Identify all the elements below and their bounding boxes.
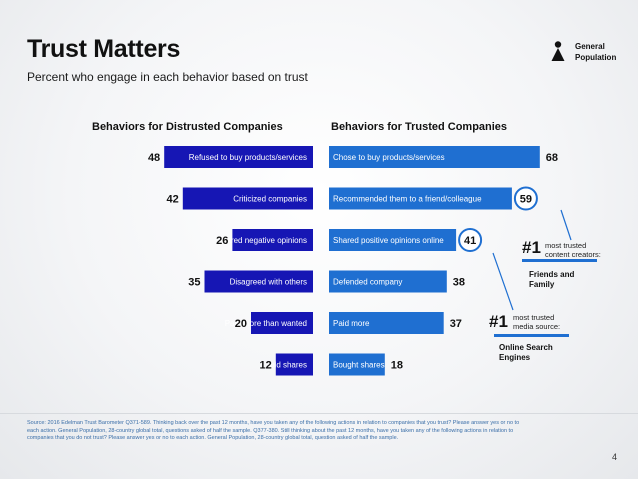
distrusted-bar [232,229,313,251]
distrusted-bar [251,312,313,334]
footer-divider [0,413,638,414]
trusted-value-label: 68 [546,152,558,164]
trusted-bar [329,146,540,168]
legend-label-line1: General [575,42,605,51]
trusted-bar [329,187,512,210]
callout-1-text-line2: content creators: [545,250,601,259]
distrusted-bar-label: Refused to buy products/services [189,153,307,162]
trusted-value-label: 38 [453,277,465,289]
source-note: Source: 2016 Edelman Trust Barometer Q37… [27,420,520,441]
callout-2-underline [494,334,569,337]
person-icon [551,41,565,61]
distrusted-bar [275,353,313,376]
distrusted-value-label: 12 [260,360,272,372]
trusted-bar [329,229,457,251]
connector-line-1 [560,209,572,241]
trusted-bar-label: Defended company [333,278,402,287]
distrusted-bar [164,146,313,168]
trusted-bar-label: Shared positive opinions online [333,236,444,245]
callout-1-rank: #1 [522,238,541,257]
trusted-value-label: 18 [391,360,403,372]
callout-2-text-line2: media source: [513,322,561,331]
callout-1-text-line1: most trusted [545,241,587,250]
highlight-circle [458,228,483,252]
distrusted-heading: Behaviors for Distrusted Companies [92,121,283,133]
legend-label-line2: Population [575,53,617,62]
highlight-circle [513,186,538,211]
callout-1-underline [522,259,597,262]
trusted-bar-label: Recommended them to a friend/colleague [333,195,482,204]
callout-2-label-line1: Online Search [499,343,553,352]
callout-2-rank: #1 [489,312,508,331]
distrusted-value-label: 26 [216,235,228,247]
trusted-bar-label: Bought shares [333,361,385,370]
distrusted-value-label: 20 [235,318,247,330]
trusted-bar [329,353,385,376]
trusted-bar [329,270,447,293]
distrusted-bar [182,187,313,210]
callout-2-text-line1: most trusted [513,313,555,322]
callout-1-label: Friends and Family [529,270,574,290]
trusted-heading: Behaviors for Trusted Companies [331,121,508,133]
callout-2-label-line2: Engines [499,353,531,362]
butterfly-bar-chart: Refused to buy products/services 48 Critic… [148,146,572,376]
trusted-value-label: 37 [450,318,462,330]
distrusted-value-label: 35 [188,277,200,289]
trusted-value-label: 41 [464,235,476,247]
callout-2-text: most trusted media source: [513,313,583,331]
callout-2-label: Online Search Engines [499,343,553,363]
distrusted-bar-label: Criticized companies [233,195,307,204]
distrusted-bar [204,270,313,293]
distrusted-bar-label: Disagreed with others [230,278,307,287]
connector-line-2 [492,252,514,311]
callout-1-label-line2: Family [529,280,555,289]
trusted-bar-label: Paid more [333,319,370,328]
distrusted-value-label: 42 [167,194,179,206]
legend: General Population [551,41,635,63]
distrusted-bar-label: Paid more than wanted [225,319,307,328]
page-number: 4 [612,452,618,462]
trusted-bar-label: Chose to buy products/services [333,153,445,162]
page-subtitle: Percent who engage in each behavior base… [27,70,308,84]
trusted-bar [329,312,444,334]
distrusted-bar-label: Sold shares [265,361,307,370]
trusted-value-label: 59 [520,194,532,206]
distrusted-bar-label: Shared negative opinions [217,236,307,245]
page-title: Trust Matters [27,35,181,63]
legend-label: General Population [575,41,635,63]
callout-1-label-line1: Friends and [529,270,575,279]
callout-1-text: most trusted content creators: [545,241,615,259]
distrusted-value-label: 48 [148,152,160,164]
